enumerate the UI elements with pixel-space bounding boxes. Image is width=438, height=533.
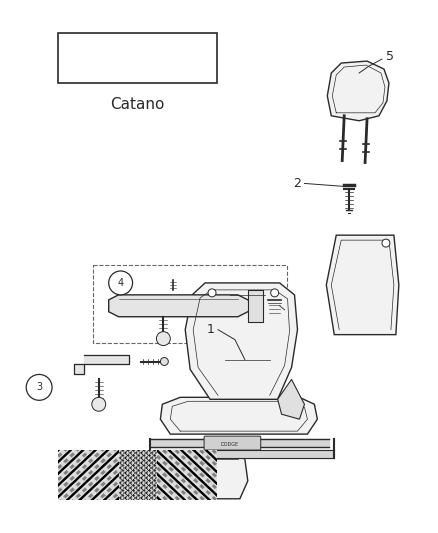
Text: 3: 3: [36, 382, 42, 392]
Polygon shape: [248, 290, 263, 322]
Text: 1: 1: [207, 323, 215, 336]
Circle shape: [156, 332, 170, 345]
Polygon shape: [278, 379, 304, 419]
Polygon shape: [74, 354, 129, 375]
Polygon shape: [109, 295, 255, 317]
Circle shape: [109, 271, 133, 295]
Polygon shape: [155, 450, 334, 458]
Bar: [93, 265, 286, 343]
Bar: [58, 33, 217, 83]
Polygon shape: [326, 235, 399, 335]
Polygon shape: [123, 454, 248, 499]
Text: 2: 2: [293, 177, 301, 190]
Polygon shape: [160, 397, 318, 434]
Text: Catano: Catano: [110, 97, 165, 112]
Circle shape: [382, 239, 390, 247]
FancyBboxPatch shape: [204, 436, 261, 450]
Text: DODGE: DODGE: [221, 441, 239, 447]
Circle shape: [160, 358, 168, 366]
Circle shape: [26, 375, 52, 400]
Text: 4: 4: [117, 278, 124, 288]
Polygon shape: [150, 439, 329, 447]
Text: 5: 5: [386, 50, 394, 62]
Circle shape: [92, 397, 106, 411]
Polygon shape: [327, 61, 389, 121]
Polygon shape: [185, 283, 297, 399]
Circle shape: [271, 289, 279, 297]
Circle shape: [208, 289, 216, 297]
